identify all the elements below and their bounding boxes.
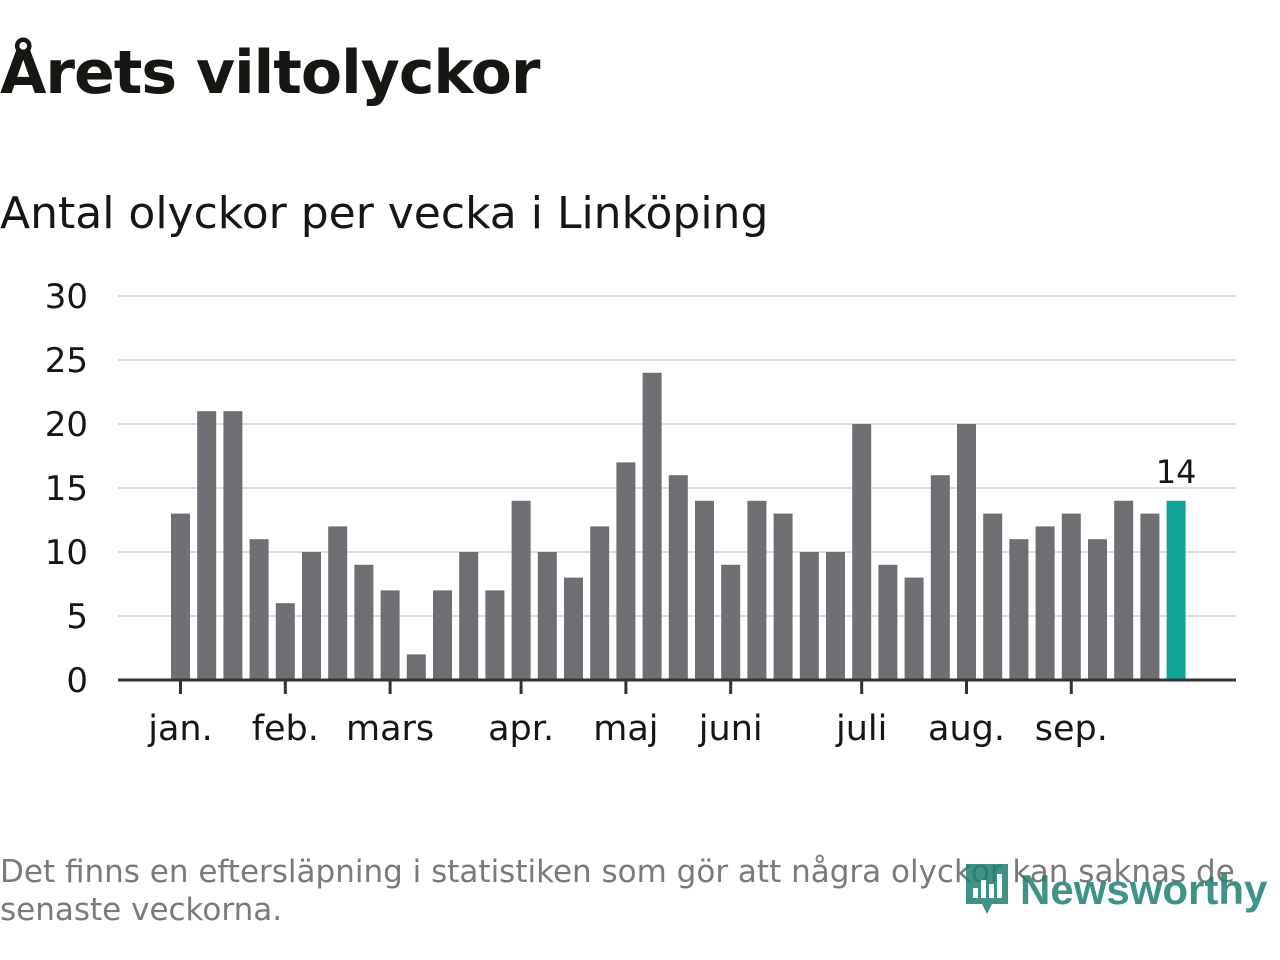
bars xyxy=(171,372,1186,680)
bar xyxy=(904,577,924,680)
y-tick-label: 10 xyxy=(45,533,88,573)
bar xyxy=(433,590,452,680)
x-tick-label: jan. xyxy=(147,709,212,749)
bar xyxy=(695,500,714,680)
bar xyxy=(1114,500,1134,680)
bar xyxy=(564,577,583,680)
bar xyxy=(302,552,321,680)
bar xyxy=(354,564,374,680)
bar xyxy=(406,654,426,680)
bar xyxy=(957,424,976,680)
bar xyxy=(983,513,1003,680)
chart-title: Årets viltolyckor xyxy=(0,38,540,108)
bar xyxy=(852,424,872,680)
bar xyxy=(747,500,767,680)
bar xyxy=(826,552,845,680)
bar-chart: 0 5 10 15 20 25 30 jan. feb. mars apr. maj juni juli… xyxy=(45,277,1236,749)
bar xyxy=(878,564,898,680)
bar xyxy=(223,411,243,680)
chart-subtitle: Antal olyckor per vecka i Linköping xyxy=(0,188,769,239)
y-tick-label: 5 xyxy=(66,597,88,637)
bar xyxy=(668,475,688,680)
bar xyxy=(1009,539,1029,680)
bar xyxy=(511,500,531,680)
bar xyxy=(171,513,190,680)
bar xyxy=(380,590,400,680)
bar xyxy=(1035,526,1055,680)
x-tick-label: mars xyxy=(346,709,434,749)
x-tick-label: maj xyxy=(593,709,658,749)
bar xyxy=(721,564,741,680)
logo-text: Newsworthy xyxy=(1020,866,1268,913)
newsworthy-logo: Newsworthy xyxy=(962,858,1267,922)
y-tick-label: 15 xyxy=(45,469,88,509)
x-tick-label: feb. xyxy=(252,709,319,749)
data-labels: 14 xyxy=(1156,453,1197,491)
y-axis-tick-labels: 0 5 10 15 20 25 30 xyxy=(45,277,88,701)
x-tick-label: juli xyxy=(835,709,887,749)
bar xyxy=(773,513,793,680)
bar xyxy=(275,603,295,680)
bar xyxy=(799,552,819,680)
bar xyxy=(590,526,610,680)
bar xyxy=(249,539,269,680)
bar xyxy=(930,475,950,680)
bar xyxy=(1061,513,1081,680)
bar xyxy=(537,552,557,680)
y-tick-label: 25 xyxy=(45,341,88,381)
bar xyxy=(616,462,636,680)
x-tick-label: aug. xyxy=(928,709,1005,749)
bar xyxy=(485,590,505,680)
y-tick-label: 30 xyxy=(45,277,88,317)
x-axis-month-labels: jan. feb. mars apr. maj juni juli aug. sep. xyxy=(147,680,1108,749)
x-tick-label: apr. xyxy=(488,709,554,749)
x-tick-label: juni xyxy=(698,709,763,749)
bar xyxy=(328,526,348,680)
bar xyxy=(642,372,662,680)
bar xyxy=(1140,513,1160,680)
bar-highlight xyxy=(1166,500,1186,680)
bar xyxy=(197,411,217,680)
y-tick-label: 0 xyxy=(66,661,88,701)
bar-chart-badge-icon xyxy=(962,858,1012,922)
data-label: 14 xyxy=(1156,453,1197,491)
x-tick-label: sep. xyxy=(1035,709,1108,749)
footnote: Det finns en eftersläpning i statistiken… xyxy=(0,854,1235,928)
bar xyxy=(459,552,479,680)
bar xyxy=(1088,539,1107,680)
y-tick-label: 20 xyxy=(45,405,88,445)
